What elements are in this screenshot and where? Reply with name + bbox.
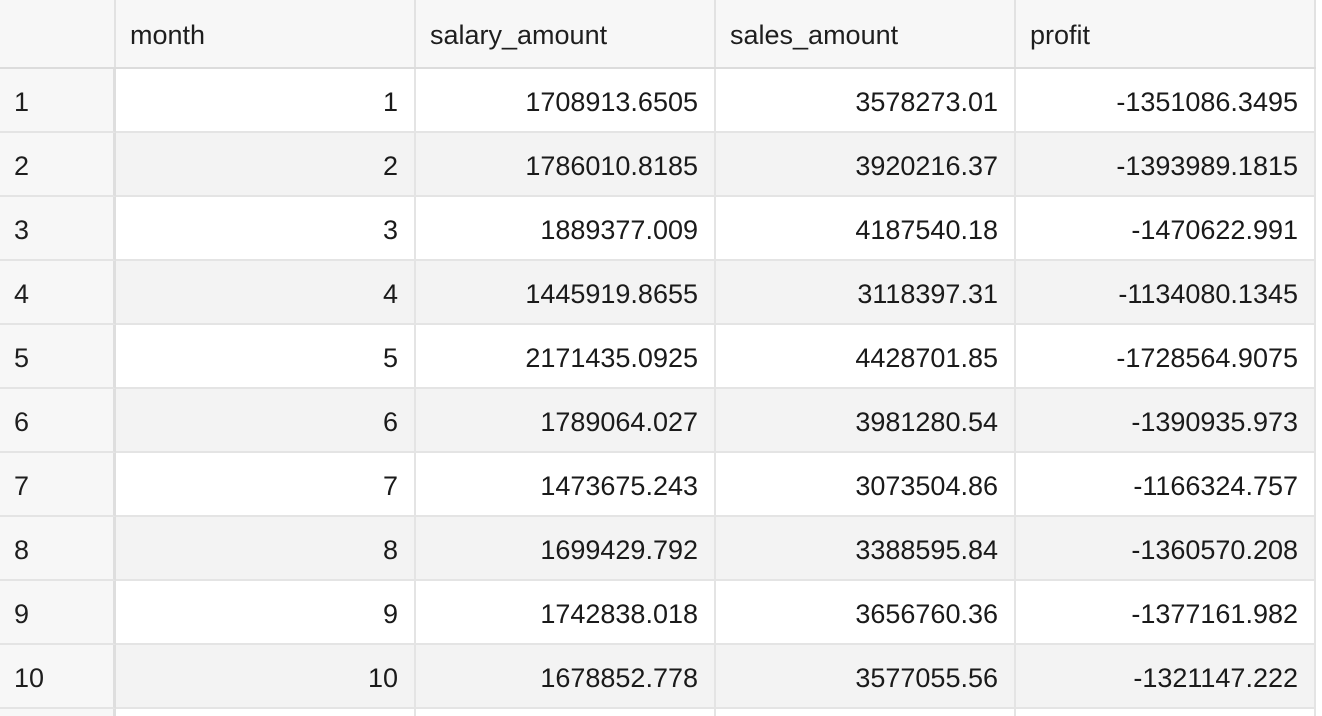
cell-month[interactable]: 2 (116, 133, 416, 197)
table-row[interactable]: 9 9 1742838.018 3656760.36 -1377161.982 (0, 581, 1322, 645)
cell-sales-amount[interactable]: 3577055.56 (716, 645, 1016, 709)
row-number: 4 (0, 261, 116, 325)
cell-salary-amount[interactable]: 1742838.018 (416, 581, 716, 645)
table-row[interactable]: 3 3 1889377.009 4187540.18 -1470622.991 (0, 197, 1322, 261)
row-number: 6 (0, 389, 116, 453)
cell-sales-amount[interactable]: 3578273.01 (716, 69, 1016, 133)
cell-profit[interactable]: -1321147.222 (1016, 645, 1316, 709)
header-month[interactable]: month (116, 0, 416, 67)
cell-profit[interactable]: -1134080.1345 (1016, 261, 1316, 325)
cell-month[interactable]: 1 (116, 69, 416, 133)
cell-sales-amount[interactable]: 3656760.36 (716, 581, 1016, 645)
row-number: 5 (0, 325, 116, 389)
cell-profit[interactable]: -1360570.208 (1016, 517, 1316, 581)
table-row[interactable]: 4 4 1445919.8655 3118397.31 -1134080.1345 (0, 261, 1322, 325)
cell-salary-amount[interactable]: 1786010.8185 (416, 133, 716, 197)
row-number: 7 (0, 453, 116, 517)
cell-profit[interactable]: -1393989.1815 (1016, 133, 1316, 197)
table-row[interactable]: 2 2 1786010.8185 3920216.37 -1393989.1815 (0, 133, 1322, 197)
cell-month[interactable]: 5 (116, 325, 416, 389)
cell-profit[interactable]: -1351086.3495 (1016, 69, 1316, 133)
cell-salary-amount[interactable] (416, 709, 716, 716)
table-row[interactable]: 7 7 1473675.243 3073504.86 -1166324.757 (0, 453, 1322, 517)
cell-sales-amount[interactable]: 3073504.86 (716, 453, 1016, 517)
row-number: 8 (0, 517, 116, 581)
cell-month[interactable]: 8 (116, 517, 416, 581)
cell-profit[interactable]: -1377161.982 (1016, 581, 1316, 645)
cell-salary-amount[interactable]: 1789064.027 (416, 389, 716, 453)
cell-profit[interactable]: -1728564.9075 (1016, 325, 1316, 389)
header-row: month salary_amount sales_amount profit (0, 0, 1322, 69)
table-row[interactable]: 5 5 2171435.0925 4428701.85 -1728564.9075 (0, 325, 1322, 389)
cell-profit[interactable]: -1470622.991 (1016, 197, 1316, 261)
cell-sales-amount[interactable]: 3118397.31 (716, 261, 1016, 325)
cell-month[interactable]: 10 (116, 645, 416, 709)
cell-month[interactable]: 4 (116, 261, 416, 325)
cell-salary-amount[interactable]: 1708913.6505 (416, 69, 716, 133)
table-row[interactable]: 8 8 1699429.792 3388595.84 -1360570.208 (0, 517, 1322, 581)
cell-sales-amount[interactable]: 4187540.18 (716, 197, 1016, 261)
cell-month[interactable]: 6 (116, 389, 416, 453)
header-sales-amount[interactable]: sales_amount (716, 0, 1016, 67)
table-row[interactable] (0, 709, 1322, 716)
row-number (0, 709, 116, 716)
cell-month[interactable] (116, 709, 416, 716)
cell-month[interactable]: 3 (116, 197, 416, 261)
right-edge (1316, 0, 1322, 716)
row-number: 10 (0, 645, 116, 709)
cell-profit[interactable]: -1166324.757 (1016, 453, 1316, 517)
row-number: 2 (0, 133, 116, 197)
cell-salary-amount[interactable]: 2171435.0925 (416, 325, 716, 389)
cell-salary-amount[interactable]: 1678852.778 (416, 645, 716, 709)
cell-month[interactable]: 9 (116, 581, 416, 645)
cell-sales-amount[interactable]: 3981280.54 (716, 389, 1016, 453)
cell-salary-amount[interactable]: 1445919.8655 (416, 261, 716, 325)
cell-sales-amount[interactable]: 4428701.85 (716, 325, 1016, 389)
cell-salary-amount[interactable]: 1889377.009 (416, 197, 716, 261)
table-row[interactable]: 6 6 1789064.027 3981280.54 -1390935.973 (0, 389, 1322, 453)
cell-profit[interactable]: -1390935.973 (1016, 389, 1316, 453)
table-row[interactable]: 1 1 1708913.6505 3578273.01 -1351086.3495 (0, 69, 1322, 133)
cell-salary-amount[interactable]: 1699429.792 (416, 517, 716, 581)
header-salary-amount[interactable]: salary_amount (416, 0, 716, 67)
cell-month[interactable]: 7 (116, 453, 416, 517)
cell-sales-amount[interactable]: 3920216.37 (716, 133, 1016, 197)
cell-sales-amount[interactable] (716, 709, 1016, 716)
cell-profit[interactable] (1016, 709, 1316, 716)
cell-salary-amount[interactable]: 1473675.243 (416, 453, 716, 517)
row-number: 1 (0, 69, 116, 133)
row-number: 9 (0, 581, 116, 645)
row-number: 3 (0, 197, 116, 261)
header-corner (0, 0, 116, 67)
table-row[interactable]: 10 10 1678852.778 3577055.56 -1321147.222 (0, 645, 1322, 709)
header-profit[interactable]: profit (1016, 0, 1316, 67)
cell-sales-amount[interactable]: 3388595.84 (716, 517, 1016, 581)
